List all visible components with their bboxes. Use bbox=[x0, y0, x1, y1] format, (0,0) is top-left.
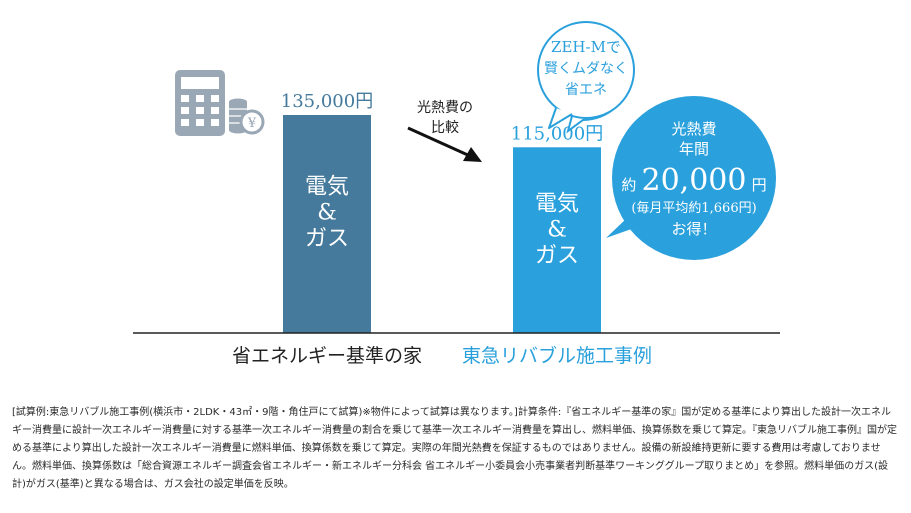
arrow-label-line2: 比較 bbox=[431, 120, 459, 136]
yen-symbol: ¥ bbox=[247, 116, 257, 131]
savings-line1: 光熱費 bbox=[671, 120, 716, 138]
bar-label-line: ガス bbox=[535, 243, 579, 268]
savings-gain: お得！ bbox=[671, 220, 716, 238]
arrow-label-line1: 光熱費の bbox=[417, 100, 473, 116]
value-label-standard: 135,000円 bbox=[281, 91, 373, 112]
savings-amount: 20,000 bbox=[642, 163, 747, 198]
category-label-livable: 東急リバブル施工事例 bbox=[462, 344, 652, 367]
coin-stack-icon: ¥ bbox=[229, 98, 265, 135]
category-label-standard: 省エネルギー基準の家 bbox=[232, 345, 422, 367]
bar-label-line: & bbox=[547, 217, 567, 242]
savings-line2: 年間 bbox=[679, 140, 709, 158]
energy-cost-comparison-chart: ¥ 135,000円 115,000円 電気 & ガス 電気 & ガス 省エネル… bbox=[133, 21, 780, 367]
bar-label-livable: 電気 & ガス bbox=[535, 191, 579, 268]
savings-amount-line: 約 20,000 円 bbox=[621, 163, 766, 198]
savings-prefix: 約 bbox=[621, 176, 636, 194]
calculation-footnote: [試算例:東急リバブル施工事例(横浜市・2LDK・43㎡・9階・角住戸にて試算)… bbox=[12, 407, 897, 490]
bar-label-line: 電気 bbox=[305, 175, 349, 200]
zeh-speech-bubble: ZEH-Mで 賢くムダなく 省エネ bbox=[537, 21, 635, 134]
calculator-icon bbox=[175, 70, 225, 136]
savings-monthly: (毎月平均約1,666円) bbox=[631, 200, 756, 216]
bar-label-line: 電気 bbox=[535, 191, 579, 216]
bar-tokyu-livable bbox=[513, 147, 601, 333]
savings-speech-bubble: 光熱費 年間 約 20,000 円 (毎月平均約1,666円) お得！ bbox=[606, 96, 776, 260]
zeh-line1: ZEH-Mで bbox=[551, 38, 621, 56]
comparison-arrow bbox=[407, 126, 482, 162]
zeh-line2: 賢くムダなく bbox=[544, 61, 628, 77]
savings-suffix: 円 bbox=[752, 176, 767, 194]
bar-label-standard: 電気 & ガス bbox=[305, 175, 349, 252]
bar-label-line: & bbox=[317, 201, 337, 226]
bar-standard-house bbox=[283, 115, 371, 333]
zeh-line3: 省エネ bbox=[565, 82, 607, 98]
value-label-livable: 115,000円 bbox=[511, 123, 603, 144]
bar-label-line: ガス bbox=[305, 227, 349, 252]
